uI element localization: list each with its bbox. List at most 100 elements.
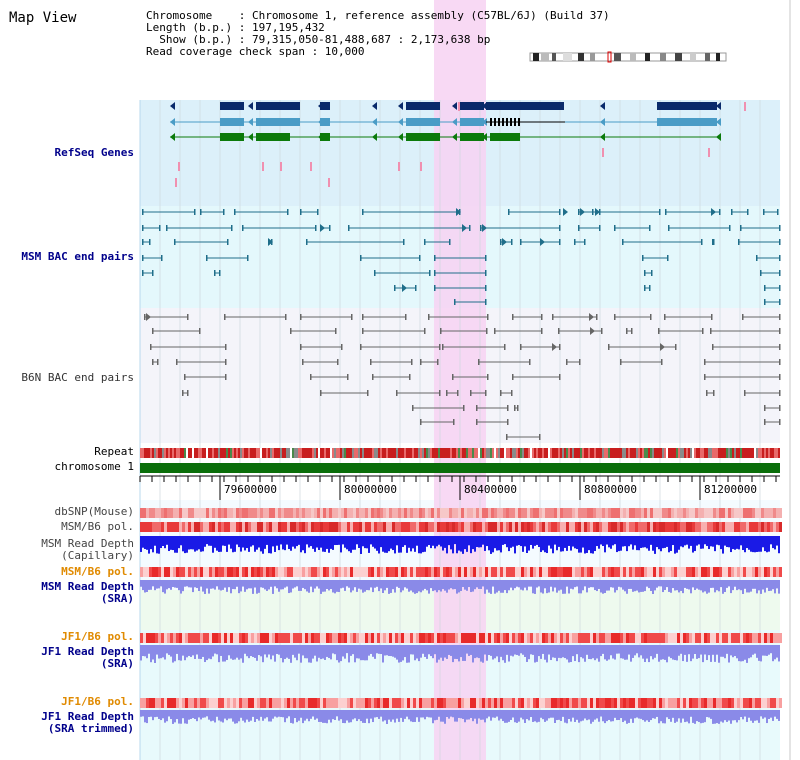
msm-sra-depth-bar <box>544 580 546 589</box>
jf1-trimmed-depth-bar <box>424 710 426 720</box>
msm-capillary-depth-bar <box>664 536 666 548</box>
jf1-sra-depth-bar <box>496 645 498 657</box>
dbsnp-cell <box>470 508 473 518</box>
refseq-genes-track[interactable] <box>170 102 746 187</box>
b6n-bac-end-pairs-track[interactable] <box>144 313 781 440</box>
jf1-trimmed-depth-bar <box>260 710 262 717</box>
msm-pol-cell <box>698 522 701 532</box>
msm-capillary-depth-bar <box>752 536 754 553</box>
jf1-trimmed-depth-bar <box>448 710 450 719</box>
jf1-pol-cell <box>758 633 761 643</box>
dbsnp-cell <box>182 508 185 518</box>
jf1-pol2-cell <box>536 698 539 708</box>
jf1-pol-cell <box>233 633 236 643</box>
msm-bac-end <box>738 239 740 245</box>
msm-capillary-depth-bar <box>642 536 644 548</box>
dbsnp-cell <box>668 508 671 518</box>
jf1-trimmed-depth-bar <box>476 710 478 724</box>
msm-capillary-depth-bar <box>562 536 564 552</box>
jf1-pol2-cell <box>269 698 272 708</box>
jf1-pol2-cell <box>260 698 263 708</box>
jf1-pol-cell <box>248 633 251 643</box>
b6n-bac-end <box>494 328 496 334</box>
msm-sra-depth-bar <box>746 580 748 593</box>
dbsnp-cell <box>293 508 296 518</box>
msm-capillary-depth-bar <box>420 536 422 554</box>
chromosome-ideogram[interactable] <box>529 51 727 63</box>
msm-pol-cell <box>380 522 383 532</box>
repeat-segment <box>144 448 146 458</box>
jf1-sra-depth-bar <box>230 645 232 659</box>
b6n-bac-end <box>631 328 633 334</box>
msm-bac-end-pairs-track[interactable] <box>142 208 781 305</box>
msm-capillary-depth-bar <box>218 536 220 552</box>
jf1-pol2-cell <box>368 698 371 708</box>
dbsnp-cell <box>164 508 167 518</box>
jf1-pol2-cell <box>386 698 389 708</box>
refseq-genes-label[interactable]: RefSeq Genes <box>54 146 134 159</box>
msm-pol2-cell <box>713 567 716 577</box>
msm-capillary-depth-bar <box>140 536 142 552</box>
jf1-pol2-cell <box>623 698 626 708</box>
msm-capillary-depth-bar <box>622 536 624 547</box>
msm-capillary-depth-bar <box>480 536 482 548</box>
msm-sra-depth-bar <box>674 580 676 591</box>
msm-bac-end <box>152 270 154 276</box>
repeat-segment <box>662 448 664 458</box>
b6n-bac-label[interactable]: B6N BAC end pairs <box>21 371 134 384</box>
msm-bac-label[interactable]: MSM BAC end pairs <box>21 250 134 263</box>
msm-sra-depth-bar <box>668 580 670 592</box>
jf1-pol2-cell <box>458 698 461 708</box>
repeat-segment <box>490 448 492 458</box>
b6n-bac-end <box>360 344 362 350</box>
jf1-trimmed-depth-bar <box>522 710 524 720</box>
repeat-segment <box>158 448 160 458</box>
jf1-pol-cell <box>404 633 407 643</box>
jf1-pol2-cell <box>257 698 260 708</box>
msm-capillary-depth-bar <box>254 536 256 552</box>
b6n-bac-end <box>596 314 598 320</box>
msm-pol2-cell <box>551 567 554 577</box>
dbsnp-cell <box>608 508 611 518</box>
jf1-pol-cell <box>398 633 401 643</box>
msm-capillary-depth-bar <box>444 536 446 548</box>
dbsnp-cell <box>614 508 617 518</box>
jf1-trimmed-depth-bar <box>152 710 154 721</box>
jf1-pol-cell <box>413 633 416 643</box>
ideogram-band <box>705 53 710 61</box>
msm-pol2-cell <box>320 567 323 577</box>
msm-bac-end <box>454 299 456 305</box>
jf1-sra-depth-bar <box>288 645 290 659</box>
jf1-pol2-cell <box>338 698 341 708</box>
gene-exon <box>320 118 330 126</box>
dbsnp-cell <box>680 508 683 518</box>
b6n-bac-end <box>405 314 407 320</box>
b6n-bac-end <box>742 314 744 320</box>
jf1-sra-depth-bar <box>646 645 648 659</box>
jf1-pol2-cell <box>539 698 542 708</box>
repeat-segment <box>294 448 296 458</box>
msm-pol2-cell <box>386 567 389 577</box>
repeat-segment <box>338 448 340 458</box>
repeat-segment <box>680 448 682 458</box>
dbsnp-cell <box>374 508 377 518</box>
msm-bac-end <box>242 225 244 231</box>
jf1-trimmed-depth-bar <box>444 710 446 724</box>
jf1-sra-depth-bar <box>618 645 620 654</box>
jf1-trimmed-depth-bar <box>590 710 592 724</box>
jf1-sra-depth-bar <box>332 645 334 654</box>
msm-sra-depth-bar <box>170 580 172 590</box>
b6n-bac-end <box>675 344 677 350</box>
jf1-trimmed-depth-bar <box>356 710 358 722</box>
dbsnp-cell <box>515 508 518 518</box>
msm-sra-depth-bar <box>734 580 736 587</box>
b6n-bac-end <box>658 328 660 334</box>
jf1-sra-depth-bar <box>442 645 444 661</box>
msm-capillary-depth-bar <box>584 536 586 554</box>
msm-sra-depth-bar <box>774 580 776 594</box>
jf1-sra-depth-bar <box>700 645 702 655</box>
repeat-segment <box>356 448 358 458</box>
msm-pol-cell <box>422 522 425 532</box>
jf1-pol2-cell <box>185 698 188 708</box>
